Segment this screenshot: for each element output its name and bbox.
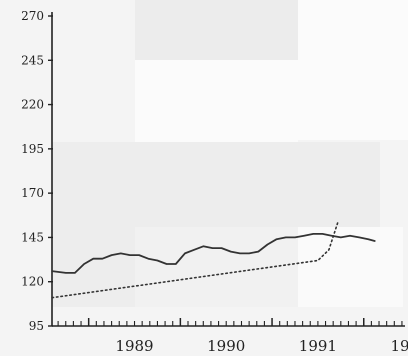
tick-labels: 95 120 145 170 195 220 245 270 1989 1990 1991 1992 xyxy=(21,9,408,355)
y-tick-label: 95 xyxy=(29,319,44,333)
background-panel xyxy=(52,142,380,227)
y-tick-label: 120 xyxy=(21,275,44,289)
x-tick-label: 1990 xyxy=(207,337,245,355)
background-panel xyxy=(135,227,298,307)
y-tick-label: 270 xyxy=(21,9,44,23)
background-panel xyxy=(298,0,408,140)
background-panel xyxy=(298,227,403,307)
x-tick-label: 1992 xyxy=(390,337,408,355)
series-layer xyxy=(51,220,376,299)
dotted-series-line xyxy=(51,220,339,299)
y-tick-label: 170 xyxy=(21,186,44,200)
x-tick-label: 1991 xyxy=(299,337,337,355)
background-panel xyxy=(135,60,298,142)
solid-series-line xyxy=(51,232,376,274)
y-tick-label: 145 xyxy=(21,230,44,244)
y-tick-label: 245 xyxy=(21,53,44,67)
y-tick-label: 220 xyxy=(21,98,44,112)
y-tick-label: 195 xyxy=(21,142,44,156)
background-panel xyxy=(135,0,298,60)
axes xyxy=(48,12,405,327)
x-tick-label: 1989 xyxy=(115,337,153,355)
background-panel xyxy=(52,227,135,307)
